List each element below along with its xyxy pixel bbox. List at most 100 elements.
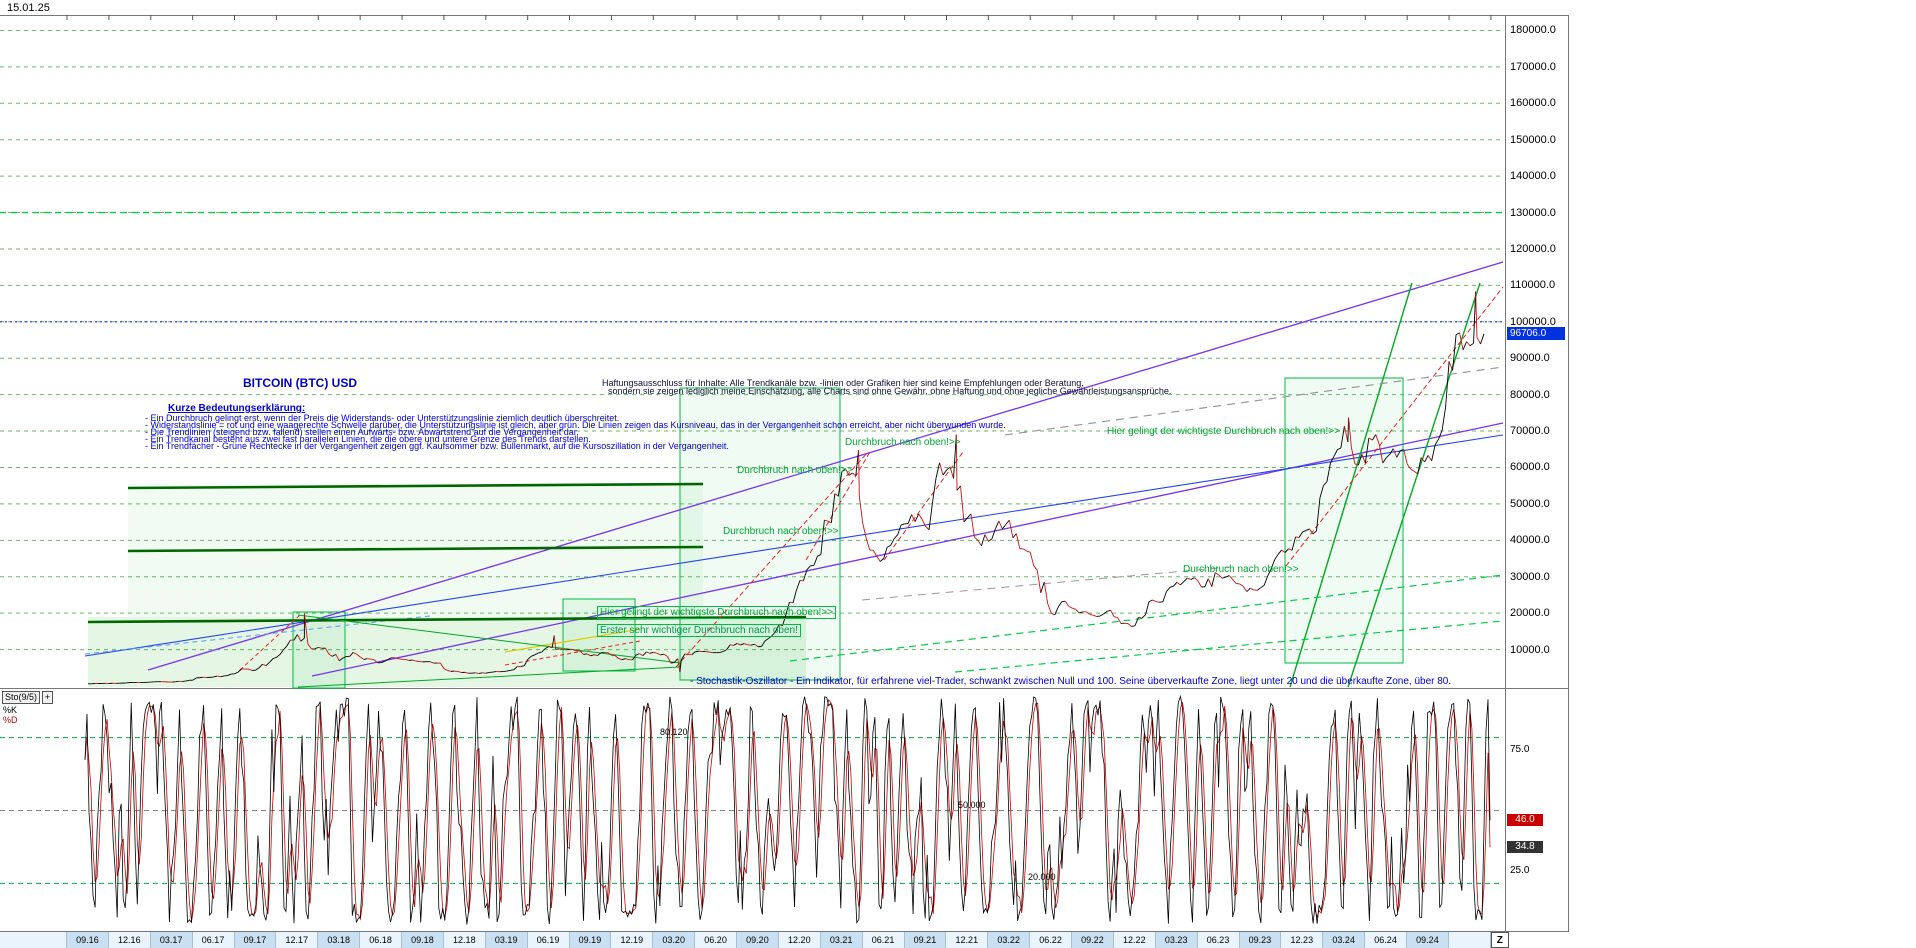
price-tick-label-180000: 180000.0 (1510, 24, 1556, 37)
time-label-06.17: 06.17 (192, 932, 235, 948)
stochastic-level-label-50: 50.000 (958, 799, 986, 810)
trendline-12 (861, 566, 1231, 601)
time-label-09.18: 09.18 (402, 932, 444, 948)
time-label-09.17: 09.17 (234, 932, 277, 948)
price-tick-label-170000: 170000.0 (1510, 60, 1556, 73)
price-tick-label-130000: 130000.0 (1510, 206, 1556, 219)
price-tick-label-100000: 100000.0 (1510, 315, 1556, 328)
price-tick-label-80000: 80000.0 (1510, 388, 1550, 401)
stochastic-level-label-80: 80.120 (660, 726, 688, 737)
price-axis-border (1505, 15, 1506, 932)
trendline-20 (297, 614, 681, 664)
stochastic-axis: 75.0 25.0 46.0 34.8 (1506, 689, 1568, 932)
price-tick-label-140000: 140000.0 (1510, 170, 1556, 183)
percent-k-label: %K (3, 705, 18, 715)
time-label-03.18: 03.18 (318, 932, 361, 948)
time-axis-filler (1508, 932, 1916, 948)
price-series (87, 291, 1485, 685)
time-axis-lead-segment (0, 932, 67, 948)
price-chart-area[interactable] (0, 15, 1505, 689)
price-tick-label-90000: 90000.0 (1510, 352, 1550, 365)
trendline-10 (954, 620, 1504, 673)
time-axis-tail-segment (1448, 932, 1491, 948)
breakout-box-1 (1284, 377, 1404, 664)
stochastic-current-badge-0: 46.0 (1507, 814, 1543, 827)
price-tick-label-110000: 110000.0 (1510, 279, 1556, 292)
trendline-3 (84, 615, 431, 655)
stochastic-d-line (84, 699, 1491, 922)
time-label-12.23: 12.23 (1281, 932, 1324, 948)
trendline-16 (1285, 286, 1504, 567)
time-label-12.20: 12.20 (778, 932, 821, 948)
trendline-21 (297, 666, 681, 688)
time-label-03.22: 03.22 (988, 932, 1031, 948)
price-tick-label-60000: 60000.0 (1510, 461, 1550, 474)
price-tick-label-50000: 50000.0 (1510, 497, 1550, 510)
stochastic-panel[interactable]: Sto(9/5) + %K %D 80.120 50.000 20.000 (0, 689, 1505, 932)
chart-top-border (0, 15, 1568, 16)
time-label-12.18: 12.18 (443, 932, 486, 948)
breakout-box-2 (292, 611, 346, 689)
price-tick-label-70000: 70000.0 (1510, 425, 1550, 438)
price-tick-label-40000: 40000.0 (1510, 534, 1550, 547)
trendline-13 (675, 451, 869, 668)
time-label-03.17: 03.17 (150, 932, 193, 948)
price-tick-label-20000: 20000.0 (1510, 607, 1550, 620)
trendline-6 (87, 615, 807, 624)
stochastic-scale-label-25.0: 25.0 (1510, 865, 1530, 877)
price-tick-label-160000: 160000.0 (1510, 97, 1556, 110)
current-price-badge: 96706.0 (1507, 326, 1565, 340)
add-indicator-button[interactable]: + (42, 691, 54, 704)
time-label-06.19: 06.19 (527, 932, 570, 948)
trendline-7 (1289, 282, 1413, 688)
breakout-box-0 (679, 387, 841, 681)
panel-separator (0, 688, 1568, 689)
time-label-03.19: 03.19 (485, 932, 528, 948)
trendline-11 (1004, 366, 1504, 436)
top-ruler-ticks (66, 15, 1492, 20)
indicator-header: Sto(9/5) + (2, 691, 54, 704)
price-tick-label-120000: 120000.0 (1510, 242, 1556, 255)
time-label-03.21: 03.21 (820, 932, 863, 948)
stochastic-canvas[interactable] (0, 689, 1505, 932)
trendline-4 (127, 482, 704, 490)
price-chart-canvas[interactable] (0, 15, 1505, 689)
stochastic-k-line (84, 694, 1491, 925)
time-label-09.20: 09.20 (737, 932, 779, 948)
trendline-8 (1347, 282, 1481, 688)
time-label-03.23: 03.23 (1155, 932, 1198, 948)
trendline-19 (504, 640, 641, 666)
time-label-06.20: 06.20 (695, 932, 737, 948)
time-axis-border (0, 931, 1568, 932)
time-label-12.21: 12.21 (946, 932, 989, 948)
time-label-06.22: 06.22 (1030, 932, 1072, 948)
zoom-reset-button[interactable]: Z (1490, 932, 1509, 948)
trendline-18 (504, 628, 641, 653)
price-tick-label-10000: 10000.0 (1510, 643, 1550, 656)
time-label-12.16: 12.16 (108, 932, 151, 948)
time-label-09.22: 09.22 (1072, 932, 1114, 948)
price-tick-label-30000: 30000.0 (1510, 570, 1550, 583)
price-tick-label-150000: 150000.0 (1510, 133, 1556, 146)
price-axis: 96706.0 180000.0 170000.0 160000.0 150000.0… (1506, 15, 1568, 689)
percent-d-label: %D (3, 715, 18, 725)
time-label-06.21: 06.21 (862, 932, 905, 948)
stochastic-indicator-button[interactable]: Sto(9/5) (2, 691, 41, 704)
trendline-15 (883, 451, 964, 561)
time-label-09.19: 09.19 (569, 932, 612, 948)
time-label-09.24: 09.24 (1407, 932, 1449, 948)
time-label-06.23: 06.23 (1197, 932, 1240, 948)
trendline-0 (147, 261, 1504, 671)
trendline-5 (127, 545, 704, 553)
date-label: 15.01.25 (7, 2, 50, 14)
time-label-03.24: 03.24 (1323, 932, 1366, 948)
time-label-12.19: 12.19 (611, 932, 654, 948)
right-edge-border (1568, 15, 1569, 932)
trendline-1 (311, 422, 1504, 677)
time-label-06.18: 06.18 (360, 932, 402, 948)
time-label-09.16: 09.16 (67, 932, 109, 948)
time-label-09.23: 09.23 (1239, 932, 1282, 948)
time-label-03.20: 03.20 (653, 932, 696, 948)
time-label-12.17: 12.17 (276, 932, 319, 948)
